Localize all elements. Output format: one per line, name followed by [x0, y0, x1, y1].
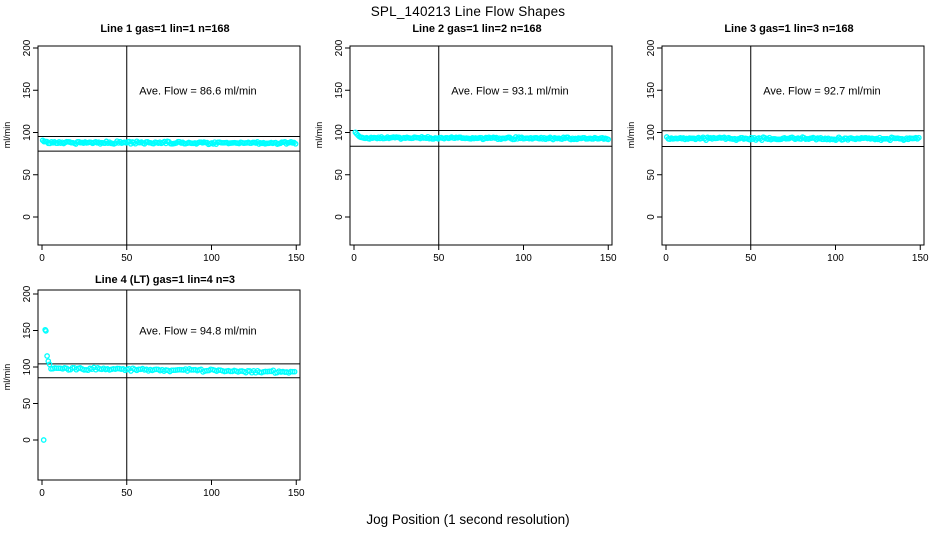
y-tick-label: 50: [334, 169, 345, 181]
x-tick-label: 150: [912, 253, 929, 262]
data-point: [40, 437, 47, 443]
y-axis: 0 50 100 150 200: [22, 39, 38, 220]
y-tick-label: 50: [646, 169, 657, 181]
x-axis: 0 50 100 150: [39, 480, 305, 499]
data-points: [40, 326, 298, 443]
panel-title-line-1: Line 1 gas=1 lin=1 n=168: [100, 23, 230, 35]
panel-line-4: Line 4 (LT) gas=1 lin=4 n=3 ml/min 0 50 10…: [0, 262, 312, 512]
panel-line-2: Line 2 gas=1 lin=2 n=168 ml/min 0 50 100 15…: [312, 20, 624, 262]
plot-box: [37, 45, 301, 246]
data-points: [352, 129, 612, 143]
plot-box: [37, 289, 301, 481]
figure-title: SPL_140213 Line Flow Shapes: [370, 4, 566, 19]
panel-title-line-2: Line 2 gas=1 lin=2 n=168: [412, 23, 542, 35]
data-point: [292, 140, 299, 147]
panel-title-line-3: Line 3 gas=1 lin=3 n=168: [724, 23, 854, 35]
x-tick-label: 0: [39, 253, 45, 262]
data-point: [43, 328, 49, 334]
plot-area-line-3: 0 50 100 150 0 50 100 150 200 Ave. Flow = 92.7 ml…: [646, 39, 929, 262]
y-tick-label: 150: [646, 81, 657, 98]
avg-flow-annotation: Ave. Flow = 86.6 ml/min: [139, 85, 256, 97]
plot-area-line-2: 0 50 100 150 0 50 100 150 200 Ave. Flow = 93.1 ml…: [334, 39, 617, 262]
x-tick-label: 150: [288, 488, 305, 499]
y-tick-label: 50: [22, 398, 33, 410]
x-tick-label: 0: [663, 253, 669, 262]
x-tick-label: 50: [121, 253, 133, 262]
plot-area-line-4: 0 50 100 150 0 50 100 150 200 Ave. Flow = 94.8 ml…: [22, 285, 305, 499]
panel-line-3: Line 3 gas=1 lin=3 n=168 ml/min 0 50 100 15…: [624, 20, 936, 262]
avg-flow-annotation: Ave. Flow = 92.7 ml/min: [763, 85, 880, 97]
x-tick-label: 100: [203, 253, 220, 262]
x-tick-label: 0: [351, 253, 357, 262]
y-tick-label: 200: [22, 39, 33, 56]
data-point: [915, 134, 922, 141]
y-tick-label: 150: [334, 81, 345, 98]
avg-flow-annotation: Ave. Flow = 93.1 ml/min: [451, 85, 568, 97]
x-tick-label: 0: [39, 488, 45, 499]
y-tick-label: 0: [22, 437, 33, 443]
y-tick-label: 100: [334, 124, 345, 141]
x-tick-label: 150: [288, 253, 305, 262]
x-tick-label: 100: [203, 488, 220, 499]
y-tick-label: 0: [22, 214, 33, 220]
y-tick-label: 150: [22, 322, 33, 339]
avg-flow-annotation: Ave. Flow = 94.8 ml/min: [139, 326, 256, 338]
data-point: [44, 353, 50, 359]
x-tick-label: 50: [433, 253, 445, 262]
y-tick-label: 100: [646, 124, 657, 141]
x-axis: 0 50 100 150: [351, 245, 617, 262]
y-axis: 0 50 100 150 200: [334, 39, 350, 220]
plot-area-line-1: 0 50 100 150 0 50 100 150 200 Ave. Flow = 86.6 ml…: [22, 39, 305, 262]
y-tick-label: 0: [646, 214, 657, 220]
y-axis: 0 50 100 150 200: [646, 39, 662, 220]
data-point: [289, 368, 296, 375]
x-tick-label: 100: [827, 253, 844, 262]
x-tick-label: 50: [121, 488, 133, 499]
panel-title-line-4: Line 4 (LT) gas=1 lin=4 n=3: [94, 274, 236, 286]
x-tick-label: 100: [515, 253, 532, 262]
y-tick-label: 150: [22, 81, 33, 98]
x-axis: 0 50 100 150: [663, 245, 929, 262]
y-tick-label: 50: [22, 169, 33, 181]
y-tick-label: 200: [22, 285, 33, 302]
x-tick-label: 50: [745, 253, 757, 262]
plot-box: [661, 45, 925, 246]
x-tick-label: 150: [600, 253, 617, 262]
y-tick-label: 0: [334, 214, 345, 220]
y-tick-label: 100: [22, 124, 33, 141]
data-point: [291, 368, 298, 375]
plot-box: [349, 45, 613, 246]
y-axis: 0 50 100 150 200: [22, 285, 38, 443]
panel-line-1: Line 1 gas=1 lin=1 n=168 ml/min 0 50 100 15…: [0, 20, 312, 262]
y-tick-label: 200: [334, 39, 345, 56]
y-tick-label: 100: [22, 358, 33, 375]
x-axis: 0 50 100 150: [39, 245, 305, 262]
y-tick-label: 200: [646, 39, 657, 56]
data-points: [39, 137, 299, 148]
data-point: [605, 136, 612, 143]
data-points: [663, 134, 922, 144]
x-axis-label: Jog Position (1 second resolution): [366, 512, 570, 527]
